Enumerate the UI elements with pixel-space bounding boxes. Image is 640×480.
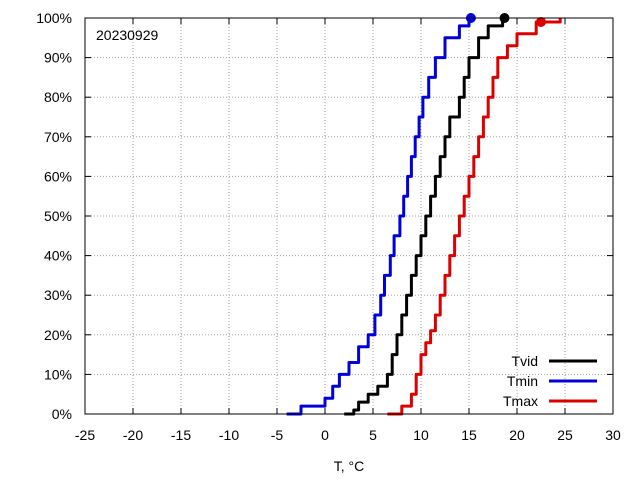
- grid-layer: [85, 18, 613, 414]
- y-tick-label: 0%: [52, 406, 72, 422]
- x-axis-label: T, °C: [334, 458, 365, 474]
- y-tick-label: 30%: [44, 287, 72, 303]
- x-tick-label: 25: [557, 427, 573, 443]
- y-tick-label: 50%: [44, 208, 72, 224]
- legend: Tvid Tmin Tmax: [503, 353, 597, 409]
- y-tick-label: 10%: [44, 366, 72, 382]
- legend-label-tvid: Tvid: [512, 353, 538, 369]
- y-tick-label: 90%: [44, 50, 72, 66]
- x-tick-label: -20: [123, 427, 143, 443]
- x-tick-label: -10: [219, 427, 239, 443]
- y-tick-label: 100%: [36, 10, 72, 26]
- x-tick-label: 30: [605, 427, 621, 443]
- y-tick-label: 20%: [44, 327, 72, 343]
- y-tick-label: 70%: [44, 129, 72, 145]
- x-tick-label: 0: [321, 427, 329, 443]
- x-tick-label: -25: [75, 427, 95, 443]
- x-tick-label: 10: [413, 427, 429, 443]
- series-line-tmax: [387, 18, 562, 416]
- series-end-marker-tmax: [536, 16, 546, 27]
- y-tick-label: 80%: [44, 89, 72, 105]
- date-annotation: 20230929: [96, 27, 159, 43]
- series-line-tmin: [286, 18, 471, 416]
- legend-label-tmin: Tmin: [507, 373, 538, 389]
- x-tick-label: -5: [271, 427, 284, 443]
- x-tick-label: 20: [509, 427, 525, 443]
- plot-frame: [84, 17, 614, 415]
- y-tick-label: 60%: [44, 168, 72, 184]
- legend-label-tmax: Tmax: [503, 393, 538, 409]
- y-tick-label: 40%: [44, 248, 72, 264]
- series-layer: [286, 13, 562, 416]
- x-tick-label: 5: [369, 427, 377, 443]
- tick-layer: -25 -20 -15 -10 -5 0 5 10 15 20 25 30 0% 10% 20% 30% 40%…: [36, 10, 621, 443]
- x-tick-label: -15: [171, 427, 191, 443]
- series-line-tvid: [344, 18, 505, 416]
- x-tick-label: 15: [461, 427, 477, 443]
